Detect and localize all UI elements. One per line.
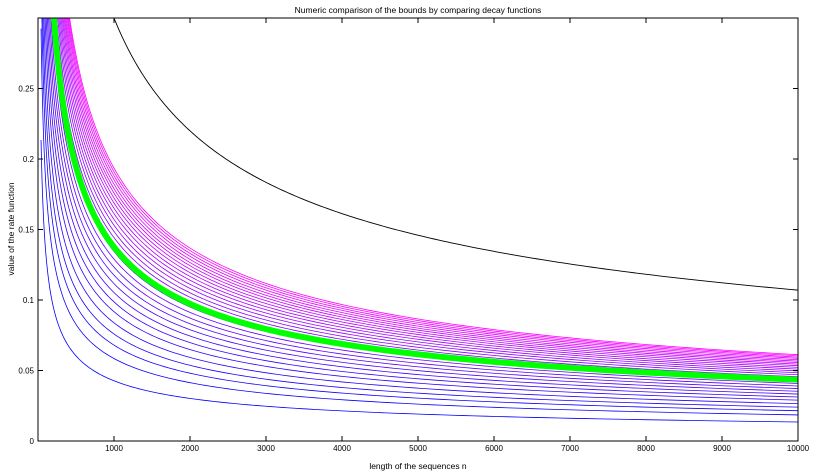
series-line: [50, 18, 798, 387]
series-line: [51, 18, 798, 384]
series-line: [48, 18, 798, 392]
series-line: [41, 18, 798, 412]
series-line: [56, 18, 798, 376]
series-line: [40, 28, 798, 416]
x-tick-label: 4000: [333, 444, 351, 453]
series-line: [65, 18, 798, 361]
x-tick-label: 6000: [485, 444, 503, 453]
series-line: [52, 18, 798, 382]
y-tick-label: 0.15: [18, 226, 34, 235]
series-line: [45, 18, 798, 398]
y-axis: 0 0.05 0.1 0.15 0.2 0.25: [18, 85, 798, 446]
reference-line: [113, 18, 798, 291]
series-line: [55, 18, 798, 378]
x-tick-label: 7000: [561, 444, 579, 453]
series-line: [63, 18, 798, 363]
series-line: [69, 18, 798, 356]
x-tick-label: 3000: [257, 444, 275, 453]
x-tick-label: 2000: [181, 444, 199, 453]
series-line: [44, 18, 798, 401]
x-tick-label: 9000: [713, 444, 731, 453]
series-line: [57, 18, 798, 374]
series-line: [68, 18, 798, 357]
x-tick-label: 10000: [787, 444, 810, 453]
curves-layer: [40, 18, 798, 423]
x-tick-label: 5000: [409, 444, 427, 453]
series-line: [67, 18, 798, 358]
y-tick-label: 0.05: [18, 367, 34, 376]
y-tick-label: 0.1: [23, 296, 35, 305]
series-line: [54, 18, 798, 380]
series-line: [60, 18, 798, 368]
x-axis-title: length of the sequences n: [369, 461, 467, 471]
series-line: [64, 18, 798, 362]
series-line: [40, 140, 798, 423]
series-line: [46, 18, 798, 395]
plot-frame: [37, 17, 799, 442]
chart-title: Numeric comparison of the bounds by comp…: [295, 5, 542, 15]
y-tick-label: 0.25: [18, 85, 34, 94]
series-line: [59, 18, 798, 370]
series-line: [61, 18, 798, 367]
x-axis: 1000 2000 3000 4000 5000 6000 7000 8000 9000 1000…: [105, 18, 810, 453]
x-tick-label: 8000: [637, 444, 655, 453]
series-line: [58, 18, 798, 372]
series-line: [49, 18, 798, 389]
series-line: [42, 18, 798, 408]
series-line: [66, 18, 798, 359]
y-tick-label: 0: [30, 437, 35, 446]
series-line: [43, 18, 798, 405]
y-tick-label: 0.2: [23, 155, 35, 164]
y-axis-title: value of the rate function: [6, 182, 16, 275]
series-line: [62, 18, 798, 365]
x-tick-label: 1000: [105, 444, 123, 453]
highlight-line: [50, 18, 798, 383]
